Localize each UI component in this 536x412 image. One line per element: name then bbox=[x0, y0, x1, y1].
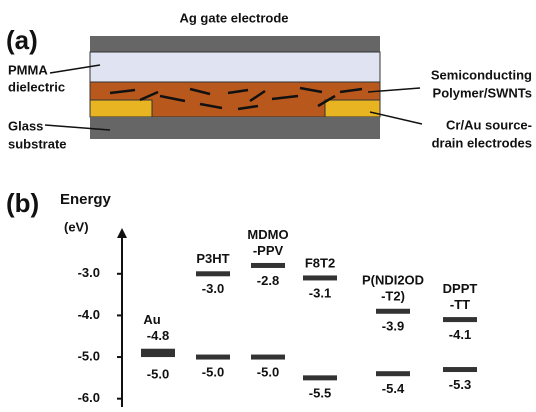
material-name: -PPV bbox=[253, 243, 284, 258]
y-tick-label: -4.0 bbox=[78, 307, 100, 322]
axis-title: Energy bbox=[60, 191, 112, 208]
level-label: -2.8 bbox=[257, 273, 279, 288]
level-label: -4.1 bbox=[449, 327, 471, 342]
level-label: -5.0 bbox=[147, 366, 169, 381]
y-tick-label: -3.0 bbox=[78, 265, 100, 280]
dielectric-label: dielectric bbox=[8, 79, 65, 94]
energy-level bbox=[443, 367, 477, 372]
level-label: -3.9 bbox=[382, 319, 404, 334]
energy-level bbox=[303, 375, 337, 380]
material-name: DPPT bbox=[443, 281, 478, 296]
level-label: -5.4 bbox=[382, 381, 405, 396]
level-label: -5.0 bbox=[202, 364, 224, 379]
energy-level bbox=[303, 275, 337, 280]
substrate-label: substrate bbox=[8, 136, 67, 151]
energy-level bbox=[251, 263, 285, 268]
level-label: -5.3 bbox=[449, 377, 471, 392]
source-electrode bbox=[90, 100, 152, 117]
level-label: -3.0 bbox=[202, 281, 224, 296]
drain-electrode bbox=[325, 100, 380, 117]
level-label: -4.8 bbox=[147, 328, 169, 343]
semiconductor-label: Semiconducting bbox=[431, 67, 532, 82]
material-name: P3HT bbox=[196, 251, 229, 266]
dielectric-label: PMMA bbox=[8, 62, 48, 77]
material-name: F8T2 bbox=[305, 255, 335, 270]
material-name: Au bbox=[143, 312, 160, 327]
material-name: MDMO bbox=[247, 227, 288, 242]
level-label: -3.1 bbox=[309, 285, 331, 300]
material-name: -TT bbox=[450, 297, 470, 312]
energy-level bbox=[443, 317, 477, 322]
substrate-label: Glass bbox=[8, 118, 43, 133]
dielectric-layer bbox=[90, 52, 380, 82]
electrode-label: drain electrodes bbox=[432, 135, 532, 150]
axis-arrow bbox=[117, 228, 127, 238]
substrate-layer bbox=[90, 117, 380, 139]
energy-level bbox=[196, 271, 230, 276]
gate-layer bbox=[90, 36, 380, 52]
energy-level bbox=[251, 355, 285, 360]
level-label: -5.0 bbox=[257, 364, 279, 379]
energy-band bbox=[141, 349, 175, 357]
electrode-label: Cr/Au source- bbox=[446, 117, 532, 132]
energy-level bbox=[196, 355, 230, 360]
y-tick-label: -5.0 bbox=[78, 348, 100, 363]
energy-level bbox=[376, 371, 410, 376]
axis-unit: (eV) bbox=[64, 219, 89, 234]
energy-level bbox=[376, 309, 410, 314]
level-label: -5.5 bbox=[309, 385, 331, 400]
gate-label: Ag gate electrode bbox=[179, 10, 288, 25]
figure: (a) Ag gate electrode PMMA dielectric Gl… bbox=[0, 0, 536, 412]
panel-label: (b) bbox=[6, 188, 39, 218]
material-name: P(NDI2OD bbox=[362, 273, 424, 288]
semiconductor-label: Polymer/SWNTs bbox=[433, 85, 532, 100]
y-tick-label: -6.0 bbox=[78, 390, 100, 405]
panel-label: (a) bbox=[6, 25, 38, 55]
material-name: -T2) bbox=[381, 289, 405, 304]
